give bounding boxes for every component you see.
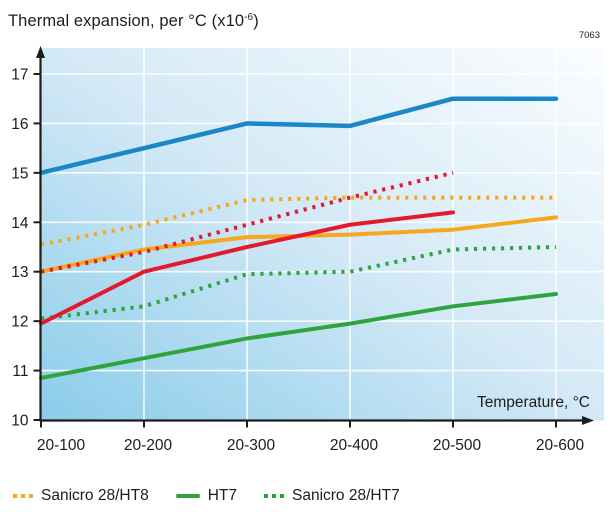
x-axis-title: Temperature, °C xyxy=(477,394,590,411)
x-axis-arrow-icon xyxy=(582,416,594,425)
x-tick-label: 20-600 xyxy=(536,437,585,454)
legend-item-sanicro-28-ht7: Sanicro 28/HT7 xyxy=(264,487,400,505)
legend-item-sanicro-28-ht8: Sanicro 28/HT8 xyxy=(13,487,149,505)
green-dotted-line-swatch-icon xyxy=(264,494,284,498)
series-green-solid xyxy=(39,291,558,380)
chart-title-exponent: -6 xyxy=(244,12,254,23)
chart-legend: Sanicro 28/HT8 HT7 Sanicro 28/HT7 xyxy=(13,487,400,505)
series-green-dotted xyxy=(40,245,557,321)
y-axis-tick-labels: 10 11 12 13 14 15 16 17 xyxy=(11,67,29,430)
series-red-solid xyxy=(39,210,455,326)
y-tick-label: 17 xyxy=(11,67,28,84)
y-tick-label: 11 xyxy=(12,363,28,380)
x-tick-label: 20-400 xyxy=(330,437,379,454)
series-red-dotted xyxy=(40,170,454,274)
x-tick-label: 20-300 xyxy=(227,437,276,454)
chart-title-end: ) xyxy=(253,12,259,30)
legend-item-ht7: HT7 xyxy=(175,487,237,505)
y-axis-arrow-icon xyxy=(36,46,45,58)
tick-marks xyxy=(33,73,557,428)
chart-title: Thermal expansion, per °C (x10-6) xyxy=(8,8,259,31)
y-tick-label: 13 xyxy=(11,264,28,281)
legend-label: Sanicro 28/HT7 xyxy=(292,487,400,504)
y-tick-label: 12 xyxy=(11,314,28,331)
orange-dotted-line-swatch-icon xyxy=(13,494,33,498)
line-chart-plot-area: 10 11 12 13 14 15 16 17 20-100 20-200 20-300 20-400… xyxy=(11,46,604,454)
legend-label: Sanicro 28/HT8 xyxy=(41,487,149,504)
x-tick-label: 20-100 xyxy=(37,437,86,454)
chart-title-main: Thermal expansion, per °C (x10 xyxy=(8,12,245,30)
y-tick-label: 10 xyxy=(11,413,29,430)
series-orange-dotted xyxy=(40,195,556,247)
figure-reference-number: 7063 xyxy=(578,30,600,41)
y-tick-label: 16 xyxy=(11,116,28,133)
y-tick-label: 15 xyxy=(11,165,28,182)
y-tick-label: 14 xyxy=(11,215,29,232)
series-blue-solid xyxy=(38,96,559,176)
x-tick-label: 20-500 xyxy=(433,437,482,454)
x-tick-label: 20-200 xyxy=(124,437,173,454)
x-axis-tick-labels: 20-100 20-200 20-300 20-400 20-500 20-600 xyxy=(37,437,585,454)
axes xyxy=(36,46,594,425)
legend-label: HT7 xyxy=(207,487,237,504)
data-series xyxy=(38,96,559,380)
green-solid-line-swatch-icon xyxy=(175,494,200,498)
